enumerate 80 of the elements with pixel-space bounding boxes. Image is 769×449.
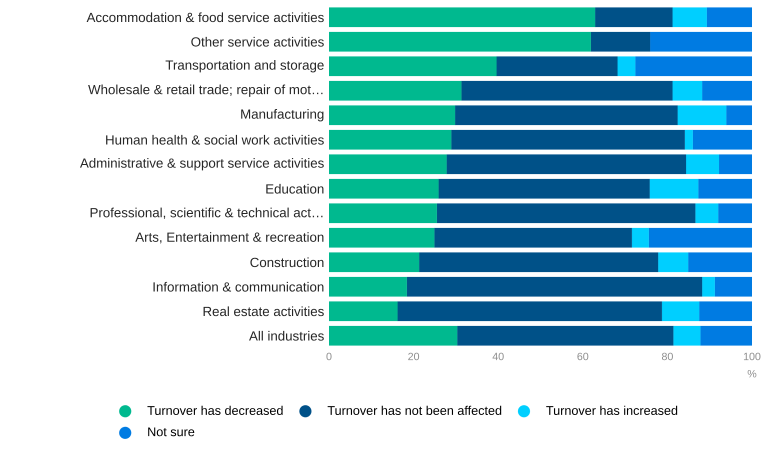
legend-label: Turnover has decreased bbox=[147, 406, 283, 415]
bar bbox=[329, 326, 458, 346]
bar bbox=[329, 203, 437, 224]
bar bbox=[688, 252, 752, 272]
x-tick-label: 0 bbox=[326, 352, 332, 360]
y-tick-label: Other service activities bbox=[191, 36, 324, 47]
bar bbox=[594, 7, 673, 28]
bar bbox=[648, 228, 752, 248]
bar bbox=[496, 56, 618, 76]
bar bbox=[718, 203, 752, 224]
bar bbox=[329, 228, 434, 248]
bar bbox=[329, 105, 456, 126]
y-tick-label: Arts, Entertainment & recreation bbox=[135, 232, 324, 244]
bar bbox=[436, 203, 696, 224]
y-tick-label: Information & communication bbox=[154, 282, 324, 292]
bar bbox=[650, 32, 752, 52]
bar bbox=[457, 326, 674, 346]
bar bbox=[673, 326, 700, 346]
bar bbox=[702, 276, 715, 297]
x-tick-label: 20 bbox=[408, 352, 420, 360]
y-tick-label: Manufacturing bbox=[241, 109, 324, 122]
y-tick-label: Wholesale & retail trade; repair of mot… bbox=[88, 84, 322, 97]
bar bbox=[672, 80, 702, 101]
bar bbox=[714, 276, 752, 297]
y-tick-label: Transportation and storage bbox=[166, 60, 324, 72]
y-tick-label: Accommodation & food service activities bbox=[86, 12, 324, 22]
bar bbox=[635, 56, 752, 76]
bar bbox=[692, 130, 752, 150]
bar bbox=[461, 80, 673, 101]
y-tick-label: Education bbox=[266, 184, 324, 194]
bar bbox=[406, 276, 702, 297]
bar bbox=[438, 178, 650, 199]
bar bbox=[329, 252, 420, 272]
bar bbox=[684, 130, 693, 150]
y-tick-label: All industries bbox=[249, 330, 324, 341]
bar bbox=[650, 178, 698, 199]
bar bbox=[590, 32, 650, 52]
bar bbox=[329, 178, 439, 199]
y-tick-label: Administrative & support service activities bbox=[80, 158, 324, 170]
y-tick-label: Real estate activities bbox=[204, 306, 324, 316]
bar bbox=[617, 56, 636, 76]
bar bbox=[686, 154, 720, 174]
x-tick-label: 100 bbox=[744, 352, 760, 360]
y-tick-label: Construction bbox=[250, 257, 324, 268]
bar bbox=[677, 105, 726, 126]
bar bbox=[397, 301, 662, 322]
bar bbox=[695, 203, 718, 224]
bar bbox=[329, 276, 407, 297]
bar bbox=[329, 130, 452, 150]
y-tick-label: Human health & social work activities bbox=[106, 134, 324, 145]
x-axis-title: % bbox=[748, 370, 756, 378]
bar bbox=[329, 32, 591, 52]
legend-label: Turnover has not been affected bbox=[328, 406, 502, 415]
bar bbox=[699, 301, 752, 322]
bar bbox=[454, 105, 678, 126]
bar bbox=[446, 154, 686, 174]
bar bbox=[329, 80, 462, 101]
bar bbox=[662, 301, 700, 322]
bar bbox=[434, 228, 632, 248]
legend-label: Not sure bbox=[148, 427, 194, 436]
bar bbox=[726, 105, 752, 126]
bar bbox=[419, 252, 658, 272]
bar bbox=[329, 301, 398, 322]
bar bbox=[718, 154, 752, 174]
bar bbox=[632, 228, 649, 248]
bar bbox=[658, 252, 688, 272]
bar bbox=[451, 130, 685, 150]
bar bbox=[702, 80, 752, 101]
y-tick-label: Professional, scientific & technical act… bbox=[90, 208, 322, 219]
x-tick-label: 80 bbox=[662, 352, 673, 360]
legend-label: Turnover has increased bbox=[546, 406, 678, 415]
bar bbox=[700, 326, 752, 346]
bar bbox=[329, 7, 596, 28]
bar bbox=[329, 56, 497, 76]
x-tick-label: 40 bbox=[492, 352, 504, 360]
bar bbox=[698, 178, 752, 199]
bar bbox=[329, 154, 447, 174]
bar bbox=[672, 7, 707, 28]
x-tick-label: 60 bbox=[577, 352, 588, 360]
bar bbox=[706, 7, 752, 28]
